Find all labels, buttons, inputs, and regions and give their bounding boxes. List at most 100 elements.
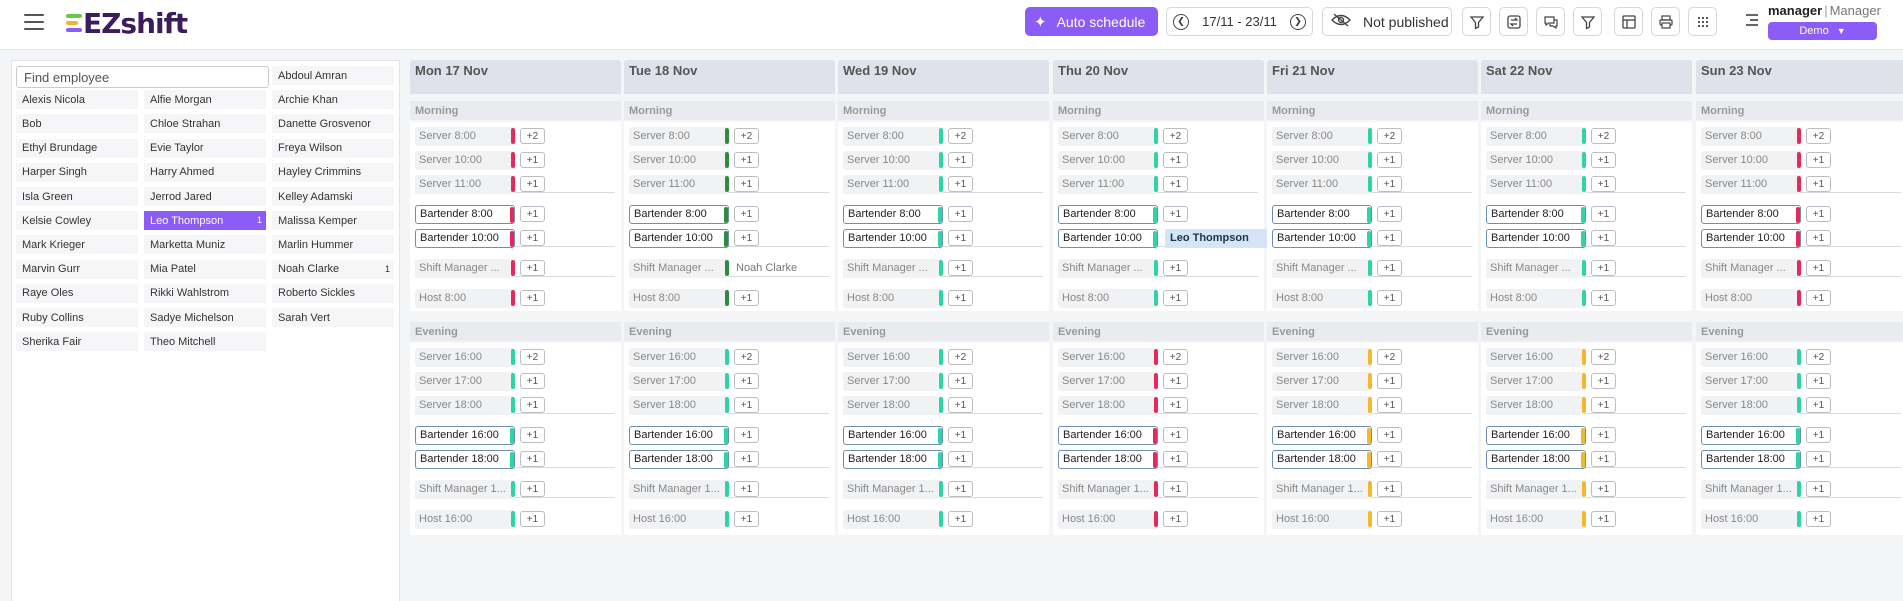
employee-item[interactable]: Kelsie Cowley xyxy=(16,211,138,231)
shift-slot[interactable]: Bartender 8:00 xyxy=(629,205,729,224)
shift-slot[interactable]: Bartender 8:00 xyxy=(1058,205,1158,224)
open-slots-badge[interactable]: +1 xyxy=(1591,397,1616,413)
employee-item[interactable]: Theo Mitchell xyxy=(144,332,266,352)
open-slots-badge[interactable]: +1 xyxy=(948,152,973,168)
shift-slot[interactable]: Server 11:00 xyxy=(1701,175,1801,194)
shift-slot[interactable]: Bartender 10:00 xyxy=(1486,229,1586,248)
open-slots-badge[interactable]: +1 xyxy=(948,451,973,467)
employee-item[interactable]: Freya Wilson xyxy=(272,138,394,158)
employee-item[interactable]: Jerrod Jared xyxy=(144,187,266,206)
shift-slot[interactable]: Bartender 18:00 xyxy=(1272,450,1372,469)
app-logo[interactable]: EZshift xyxy=(66,7,188,40)
shift-slot[interactable]: Shift Manager ... xyxy=(1701,259,1801,278)
open-slots-badge[interactable]: +1 xyxy=(520,397,545,413)
shift-slot[interactable]: Server 18:00 xyxy=(843,396,943,415)
open-slots-badge[interactable]: +1 xyxy=(1591,206,1616,222)
open-slots-badge[interactable]: +1 xyxy=(734,427,759,443)
open-slots-badge[interactable]: +1 xyxy=(734,290,759,306)
shift-slot[interactable]: Server 8:00 xyxy=(1272,127,1372,146)
open-slots-badge[interactable]: +2 xyxy=(1163,349,1188,365)
open-slots-badge[interactable]: +1 xyxy=(520,260,545,276)
org-selector[interactable]: Demo ▼ xyxy=(1768,22,1877,40)
employee-item[interactable]: Isla Green xyxy=(16,187,138,206)
open-slots-badge[interactable]: +1 xyxy=(1163,176,1188,192)
open-slots-badge[interactable]: +1 xyxy=(948,427,973,443)
shift-slot[interactable]: Bartender 18:00 xyxy=(843,450,943,469)
shift-slot[interactable]: Bartender 16:00 xyxy=(629,426,729,445)
open-slots-badge[interactable]: +1 xyxy=(1806,290,1831,306)
open-slots-badge[interactable]: +2 xyxy=(1163,128,1188,144)
layout-button[interactable] xyxy=(1614,7,1643,36)
assigned-employee[interactable]: Leo Thompson xyxy=(1165,229,1267,248)
open-slots-badge[interactable]: +1 xyxy=(1377,152,1402,168)
employee-item[interactable]: Sarah Vert xyxy=(272,308,394,327)
employee-item[interactable]: Malissa Kemper xyxy=(272,211,394,231)
shift-slot[interactable]: Server 17:00 xyxy=(843,372,943,391)
employee-item[interactable]: Ruby Collins xyxy=(16,308,138,327)
open-slots-badge[interactable]: +2 xyxy=(1591,128,1616,144)
print-button[interactable] xyxy=(1651,7,1680,36)
open-slots-badge[interactable]: +1 xyxy=(1806,260,1831,276)
shift-slot[interactable]: Bartender 8:00 xyxy=(843,205,943,224)
shift-slot[interactable]: Server 18:00 xyxy=(1272,396,1372,415)
shift-slot[interactable]: Shift Manager 1... xyxy=(843,480,943,499)
open-slots-badge[interactable]: +1 xyxy=(948,260,973,276)
employee-item[interactable]: Archie Khan xyxy=(272,90,394,110)
open-slots-badge[interactable]: +1 xyxy=(1377,230,1402,246)
employee-item[interactable]: Sherika Fair xyxy=(16,332,138,352)
open-slots-badge[interactable]: +1 xyxy=(1591,260,1616,276)
shift-slot[interactable]: Host 16:00 xyxy=(843,510,943,529)
open-slots-badge[interactable]: +1 xyxy=(1591,427,1616,443)
open-slots-badge[interactable]: +1 xyxy=(1377,451,1402,467)
open-slots-badge[interactable]: +1 xyxy=(1591,481,1616,497)
shift-slot[interactable]: Server 16:00 xyxy=(1701,348,1801,367)
open-slots-badge[interactable]: +1 xyxy=(1377,260,1402,276)
shift-slot[interactable]: Server 18:00 xyxy=(1701,396,1801,415)
shift-slot[interactable]: Bartender 16:00 xyxy=(843,426,943,445)
employee-item[interactable]: Evie Taylor xyxy=(144,138,266,158)
employee-item[interactable]: Mia Patel xyxy=(144,259,266,279)
open-slots-badge[interactable]: +1 xyxy=(1591,373,1616,389)
shift-slot[interactable]: Bartender 16:00 xyxy=(415,426,515,445)
shift-slot[interactable]: Server 10:00 xyxy=(1272,151,1372,170)
shift-slot[interactable]: Server 11:00 xyxy=(843,175,943,194)
shift-slot[interactable]: Server 10:00 xyxy=(1058,151,1158,170)
open-slots-badge[interactable]: +1 xyxy=(948,397,973,413)
open-slots-badge[interactable]: +1 xyxy=(520,427,545,443)
shift-slot[interactable]: Bartender 18:00 xyxy=(629,450,729,469)
open-slots-badge[interactable]: +1 xyxy=(520,206,545,222)
shift-slot[interactable]: Server 17:00 xyxy=(1486,372,1586,391)
employee-item[interactable]: Marvin Gurr xyxy=(16,259,138,279)
previous-week-icon[interactable]: ❮ xyxy=(1173,13,1189,30)
shift-slot[interactable]: Shift Manager 1... xyxy=(1058,480,1158,499)
open-slots-badge[interactable]: +1 xyxy=(948,373,973,389)
shift-slot[interactable]: Shift Manager ... xyxy=(1486,259,1586,278)
open-slots-badge[interactable]: +1 xyxy=(1806,206,1831,222)
open-slots-badge[interactable]: +1 xyxy=(1163,451,1188,467)
employee-item[interactable]: Sadye Michelson xyxy=(144,308,266,327)
swap-button[interactable] xyxy=(1499,7,1528,36)
open-slots-badge[interactable]: +1 xyxy=(520,511,545,527)
shift-slot[interactable]: Server 17:00 xyxy=(629,372,729,391)
shift-slot[interactable]: Bartender 10:00 xyxy=(415,229,515,248)
open-slots-badge[interactable]: +2 xyxy=(948,349,973,365)
employee-item[interactable]: Alfie Morgan xyxy=(144,90,266,110)
shift-slot[interactable]: Host 8:00 xyxy=(629,289,729,308)
open-slots-badge[interactable]: +1 xyxy=(1591,451,1616,467)
open-slots-badge[interactable]: +1 xyxy=(1377,373,1402,389)
open-slots-badge[interactable]: +1 xyxy=(948,290,973,306)
shift-slot[interactable]: Server 16:00 xyxy=(629,348,729,367)
shift-slot[interactable]: Server 18:00 xyxy=(1486,396,1586,415)
employee-item[interactable]: Rikki Wahlstrom xyxy=(144,283,266,303)
auto-schedule-button[interactable]: ✦ Auto schedule xyxy=(1025,7,1158,36)
open-slots-badge[interactable]: +1 xyxy=(1163,260,1188,276)
open-slots-badge[interactable]: +1 xyxy=(1377,481,1402,497)
shift-slot[interactable]: Host 16:00 xyxy=(1272,510,1372,529)
shift-slot[interactable]: Host 16:00 xyxy=(1486,510,1586,529)
shift-slot[interactable]: Host 8:00 xyxy=(1058,289,1158,308)
shift-slot[interactable]: Server 18:00 xyxy=(1058,396,1158,415)
publish-status-button[interactable]: Not published xyxy=(1322,7,1452,36)
open-slots-badge[interactable]: +1 xyxy=(1806,427,1831,443)
open-slots-badge[interactable]: +1 xyxy=(948,176,973,192)
shift-slot[interactable]: Server 17:00 xyxy=(1272,372,1372,391)
